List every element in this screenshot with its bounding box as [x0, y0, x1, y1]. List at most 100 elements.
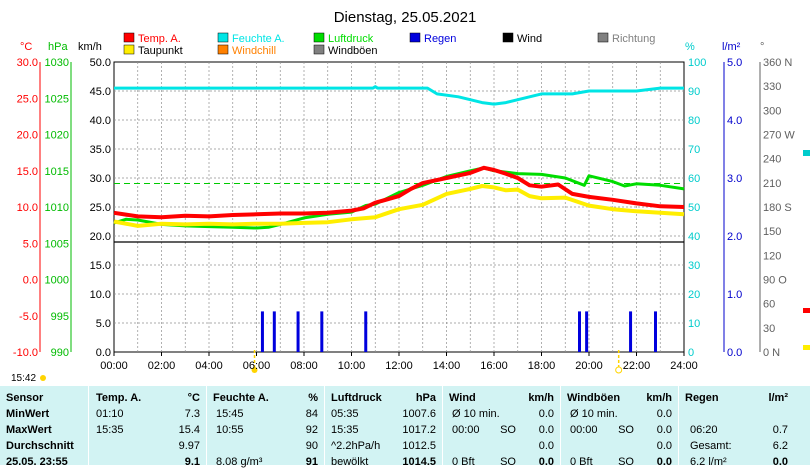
direction-tick: 30 [763, 323, 775, 335]
cell-gust-time: 00:00 [570, 424, 598, 436]
hdr-gust-unit: km/h [646, 392, 672, 404]
legend-swatch [409, 32, 421, 43]
x-tick-label: 02:00 [148, 360, 176, 372]
celsius-tick: 0.0 [23, 275, 38, 287]
hpa-tick: 1015 [45, 166, 69, 178]
direction-axis-label: ° [760, 41, 764, 53]
cell-temp-val: 9.97 [178, 440, 200, 452]
kmh-axis-label: km/h [78, 41, 102, 53]
row-label: MinWert [6, 408, 50, 420]
hdr-hum-unit: % [308, 392, 318, 404]
cell-rain-val: 0.7 [772, 424, 788, 436]
axis-ticks: 00:00 02:00 04:00 06:00 08:00 10:00 12:00 14:00… [13, 57, 795, 372]
direction-marker-yellow [803, 345, 810, 350]
kmh-tick: 35.0 [90, 144, 111, 156]
hpa-tick: 995 [51, 311, 69, 323]
cell-gust-dir: SO [618, 456, 634, 468]
sun-icon [40, 375, 46, 381]
hdr-gust: Windböen [567, 392, 621, 404]
cell-rain-time: 06:20 [690, 424, 718, 436]
series-line-feuchte-a- [114, 85, 684, 106]
percent-tick: 70 [688, 144, 700, 156]
percent-tick: 90 [688, 86, 700, 98]
x-tick-label: 12:00 [385, 360, 413, 372]
hdr-temp-unit: °C [187, 392, 200, 404]
celsius-tick: 25.0 [17, 93, 38, 105]
stats-table: Sensor Temp. A. °C Feuchte A. % Luftdruc… [0, 386, 810, 468]
hdr-press-unit: hPa [415, 392, 436, 404]
legend-swatch [597, 32, 609, 43]
cell-hum-time: 15:45 [216, 408, 244, 420]
cell-rain-val: 6.2 [772, 440, 788, 452]
legend-label: Windchill [232, 45, 276, 57]
cell-wind-dir: SO [500, 424, 516, 436]
legend-swatch [502, 32, 514, 43]
row-label: 25.05. 23:55 [6, 456, 68, 468]
rain-bar [364, 311, 368, 352]
sunset-icon [615, 366, 623, 374]
percent-tick: 20 [688, 289, 700, 301]
kmh-tick: 15.0 [90, 260, 111, 272]
legend-label: Wind [517, 33, 542, 45]
direction-tick: 0 N [763, 347, 780, 359]
cell-rain-time: Gesamt: [690, 440, 732, 452]
hpa-tick: 1010 [45, 202, 69, 214]
celsius-tick: -10.0 [13, 347, 38, 359]
hdr-sensor: Sensor [6, 392, 44, 404]
hpa-tick: 1020 [45, 130, 69, 142]
cell-wind-time: 0 Bft [452, 456, 475, 468]
hdr-hum: Feuchte A. [213, 392, 269, 404]
rain-bar [320, 311, 324, 352]
cell-hum-val: 84 [305, 408, 318, 420]
cell-temp-time: 15:35 [96, 424, 124, 436]
cell-wind-time: 00:00 [452, 424, 480, 436]
cell-gust-val: 0.0 [656, 424, 672, 436]
cell-wind-val: 0.0 [538, 424, 554, 436]
legend-label: Windböen [328, 45, 378, 57]
kmh-tick: 40.0 [90, 115, 111, 127]
cell-temp-time: 01:10 [96, 408, 124, 420]
cell-press-val: 1012.5 [402, 440, 436, 452]
legend-swatch [217, 44, 229, 55]
x-tick-label: 16:00 [480, 360, 508, 372]
cell-temp-val: 15.4 [178, 424, 200, 436]
cell-wind-time: Ø 10 min. [452, 408, 500, 420]
axis-headers: °C hPa km/h% l/m² ° [20, 41, 764, 53]
celsius-tick: 20.0 [17, 130, 38, 142]
x-tick-label: 06:00 [243, 360, 271, 372]
percent-tick: 10 [688, 318, 700, 330]
cell-gust-val: 0.0 [656, 408, 672, 420]
hpa-axis-label: hPa [48, 41, 68, 53]
percent-tick: 80 [688, 115, 700, 127]
cell-temp-val: 7.3 [184, 408, 200, 420]
percent-tick: 60 [688, 173, 700, 185]
rain-tick: 3.0 [727, 173, 742, 185]
cell-wind-val: 0.0 [538, 456, 554, 468]
x-tick-label: 20:00 [575, 360, 603, 372]
row-label: Durchschnitt [6, 440, 74, 452]
x-tick-label: 04:00 [195, 360, 223, 372]
rain-bar [629, 311, 633, 352]
x-tick-label: 24:00 [670, 360, 698, 372]
chart-legend: Temp. A. Feuchte A. Luftdruck Regen Wind Rich… [123, 32, 655, 57]
direction-tick: 300 [763, 105, 781, 117]
direction-tick: 120 [763, 250, 781, 262]
plot-area [40, 61, 810, 381]
celsius-axis-label: °C [20, 41, 32, 53]
direction-tick: 150 [763, 226, 781, 238]
x-tick-label: 14:00 [433, 360, 461, 372]
percent-tick: 0 [688, 347, 694, 359]
x-tick-label: 22:00 [623, 360, 651, 372]
direction-tick: 240 [763, 154, 781, 166]
legend-label: Regen [424, 33, 456, 45]
cell-hum-time: 10:55 [216, 424, 244, 436]
x-tick-label: 18:00 [528, 360, 556, 372]
percent-axis-label: % [685, 41, 695, 53]
rain-bar [260, 311, 264, 352]
x-tick-label: 10:00 [338, 360, 366, 372]
direction-tick: 270 W [763, 130, 795, 142]
direction-tick: 210 [763, 178, 781, 190]
cell-hum-val: 91 [305, 456, 318, 468]
cell-press-time: 15:35 [331, 424, 359, 436]
rain-tick: 1.0 [727, 289, 742, 301]
